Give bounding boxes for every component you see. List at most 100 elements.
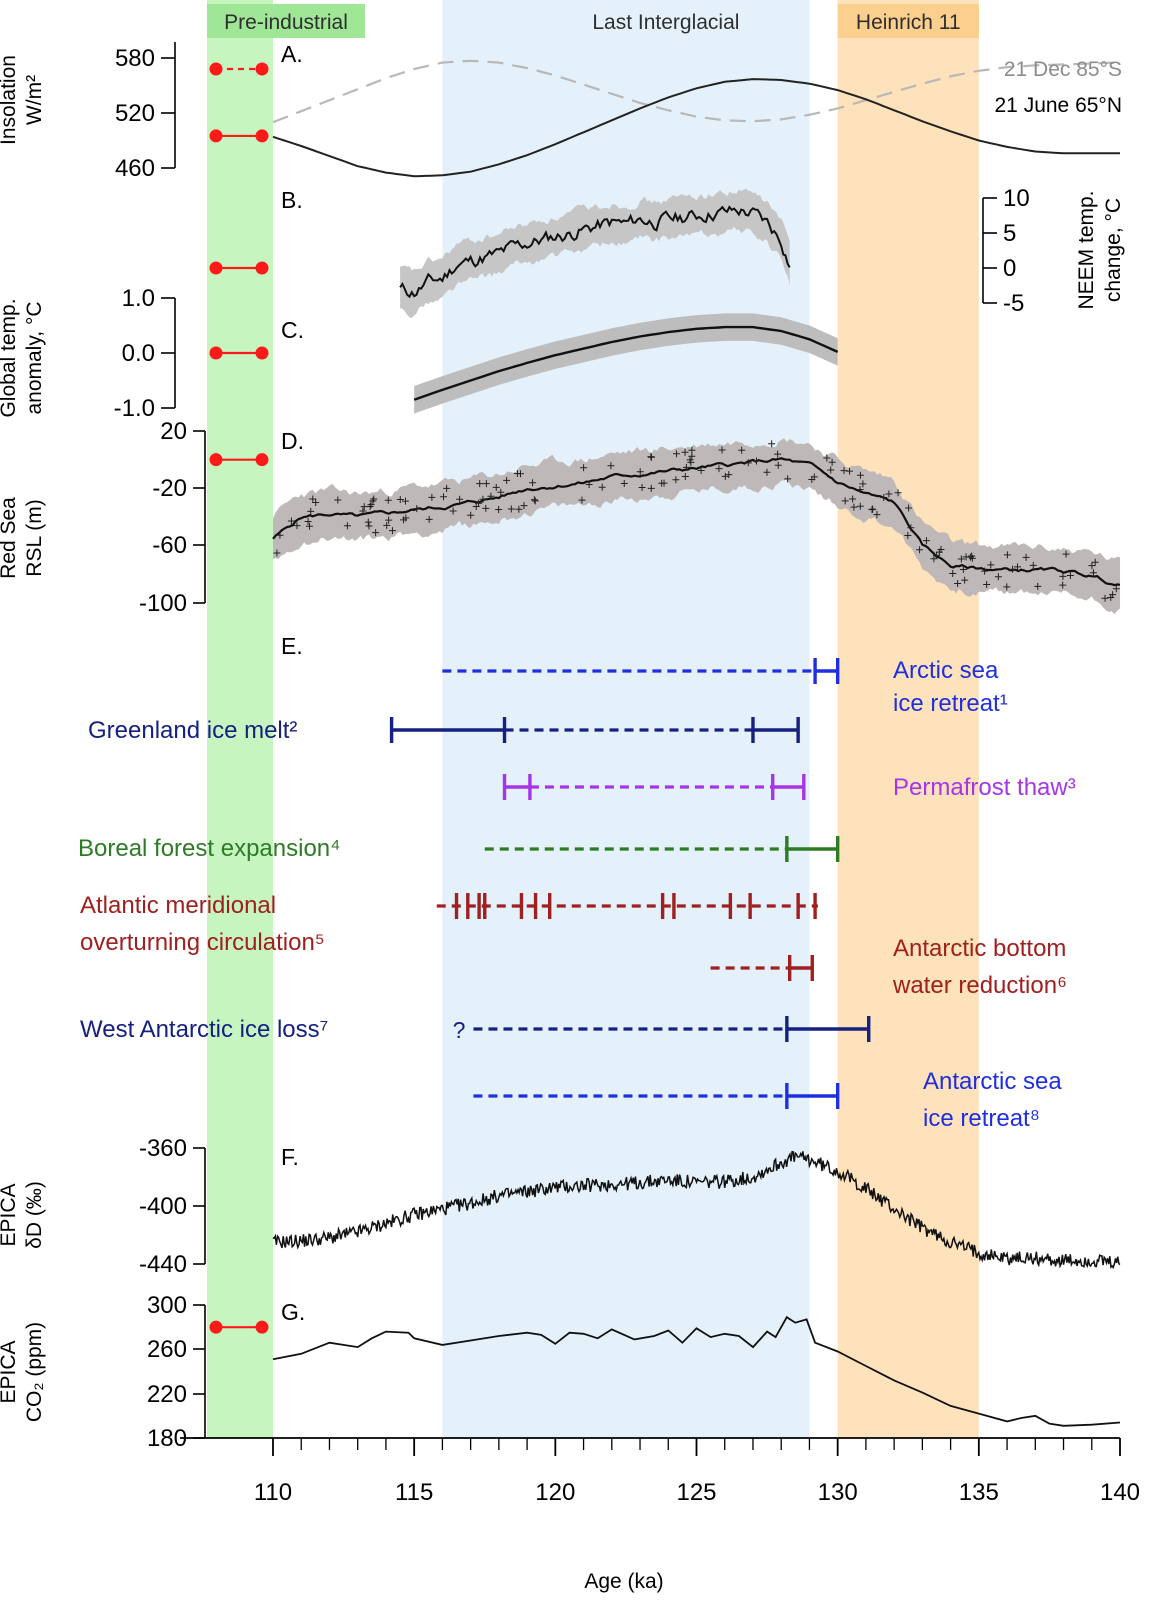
data-point <box>846 467 854 475</box>
event-question-mark: ? <box>453 1017 466 1043</box>
data-point <box>578 496 586 504</box>
panel-letter: G. <box>281 1299 305 1325</box>
panel-b-neem: 10 5 0 -5 NEEM temp. change, °C B. <box>281 185 1125 318</box>
data-point <box>774 461 782 469</box>
data-point <box>1089 569 1097 577</box>
data-point <box>520 502 528 510</box>
data-point <box>954 580 962 588</box>
data-point <box>784 475 792 483</box>
data-point <box>359 507 367 515</box>
data-point <box>309 495 317 503</box>
y-tick-label: 520 <box>115 100 155 127</box>
data-point <box>658 479 666 487</box>
data-point <box>343 522 351 530</box>
data-point <box>1009 565 1017 573</box>
data-point <box>697 467 705 475</box>
uncertainty-band <box>400 188 790 318</box>
data-point <box>856 471 864 479</box>
event-label: West Antarctic ice loss⁷ <box>80 1016 328 1043</box>
data-point <box>401 497 409 505</box>
data-point <box>907 524 915 532</box>
uncertainty-band <box>414 313 838 414</box>
data-point <box>721 472 729 480</box>
data-point <box>1112 585 1120 593</box>
data-point <box>868 506 876 514</box>
data-point <box>681 448 689 456</box>
y-axis-label: anomaly, °C <box>23 301 46 414</box>
preindustrial-dot <box>255 1320 269 1334</box>
panel-letter: E. <box>281 633 303 659</box>
data-point <box>957 555 965 563</box>
data-point <box>904 532 912 540</box>
data-point <box>968 554 976 562</box>
x-tick-label: 115 <box>395 1479 433 1506</box>
data-point <box>647 484 655 492</box>
data-point <box>1101 594 1109 602</box>
panel-letter: B. <box>281 187 303 213</box>
data-point <box>388 527 396 535</box>
data-point <box>507 505 515 513</box>
data-point <box>384 496 392 504</box>
uncertainty-band <box>273 438 1120 615</box>
data-point <box>885 490 893 498</box>
band-heinrich-11-label: Heinrich 11 <box>856 11 961 34</box>
data-point <box>598 483 606 491</box>
data-point <box>492 483 500 491</box>
data-point <box>725 471 733 479</box>
preindustrial-dot <box>255 261 269 275</box>
y-axis-label: EPICA <box>0 1340 20 1403</box>
data-point <box>531 497 539 505</box>
data-point <box>715 465 723 473</box>
event-label: ice retreat⁸ <box>923 1105 1040 1132</box>
data-point <box>449 507 457 515</box>
data-point <box>497 488 505 496</box>
legend-21-dec-85s: 21 Dec 85°S <box>1004 58 1122 81</box>
data-point <box>856 485 864 493</box>
y-tick-label: -400 <box>139 1193 187 1220</box>
band-preindustrial <box>207 0 273 1438</box>
data-point <box>768 440 776 448</box>
data-point <box>682 463 690 471</box>
data-point <box>738 446 746 454</box>
legend-21-june-65n: 21 June 65°N <box>995 94 1123 117</box>
data-point <box>647 453 655 461</box>
event-label: Antarctic sea <box>923 1068 1062 1095</box>
data-point <box>841 497 849 505</box>
data-point <box>425 515 433 523</box>
data-point <box>287 517 295 525</box>
data-point <box>443 484 451 492</box>
data-point <box>513 470 521 478</box>
y-axis-label: EPICA <box>0 1183 20 1246</box>
series-line <box>272 457 1121 587</box>
preindustrial-dot <box>209 1320 223 1334</box>
band-preindustrial-label: Pre-industrial <box>224 11 348 34</box>
band-last-interglacial-label: Last Interglacial <box>592 11 739 34</box>
data-point <box>1003 583 1011 591</box>
data-point <box>370 495 378 503</box>
data-point <box>383 521 391 529</box>
data-point <box>688 452 696 460</box>
data-point <box>859 480 867 488</box>
y-tick-label: -1.0 <box>114 395 155 422</box>
data-point <box>987 561 995 569</box>
series-21-june-65n <box>272 78 1120 178</box>
data-point <box>273 549 281 557</box>
data-point <box>334 496 342 504</box>
y-tick-label: 220 <box>147 1381 187 1408</box>
y-axis-label: RSL (m) <box>23 499 46 576</box>
data-point <box>959 565 967 573</box>
preindustrial-dot <box>209 346 223 360</box>
x-tick-label: 120 <box>535 1479 575 1506</box>
data-point <box>1013 563 1021 571</box>
panel-f-epica-dd: -360 -400 -440 EPICA δD (‰) F. <box>0 1135 1121 1278</box>
panel-letter: A. <box>281 41 303 67</box>
x-tick-label: 110 <box>254 1479 292 1506</box>
data-point <box>880 494 888 502</box>
x-axis-label: Age (ka) <box>584 1570 663 1593</box>
panel-e-events: E. Arctic sea ice retreat¹ Greenland ice me… <box>78 633 1076 1132</box>
data-point <box>647 453 655 461</box>
data-point <box>495 505 503 513</box>
data-point <box>672 450 680 458</box>
data-point <box>306 522 314 530</box>
preindustrial-markers <box>209 62 269 1334</box>
